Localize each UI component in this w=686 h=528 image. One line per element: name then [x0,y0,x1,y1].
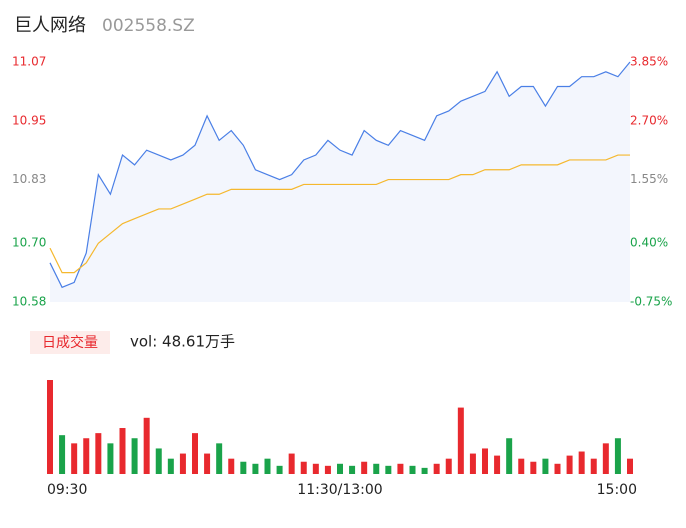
volume-bar [349,465,356,474]
volume-bar [542,458,549,474]
volume-bar [264,458,271,474]
volume-bar [421,467,428,474]
volume-bar [566,455,573,474]
price-area [50,62,630,302]
volume-bar [614,438,621,474]
volume-bar [494,455,501,474]
volume-bar [83,438,90,474]
stock-name: 巨人网络 [14,15,86,36]
volume-bar [47,380,53,474]
y-tick-label: 11.07 [12,55,46,69]
volume-bar [167,458,174,474]
volume-bar [252,463,259,474]
volume-bar [409,465,416,474]
x-tick-label: 11:30/13:00 [297,482,382,498]
volume-bar [578,451,585,474]
volume-bar [482,448,488,474]
volume-bar [469,453,476,474]
volume-bar [228,458,235,474]
volume-bar [324,465,331,474]
y2-tick-label: -0.75% [630,295,672,309]
series-line [49,154,630,274]
x-tick-label: 15:00 [597,482,637,498]
volume-bar [506,438,513,474]
series-line [49,61,631,289]
volume-bar [445,458,452,474]
volume-bar [457,407,464,474]
y-tick-label: 10.95 [12,113,46,127]
volume-bar [179,453,186,474]
volume-bar [554,463,561,474]
volume-bar [602,443,609,474]
volume-bar [107,443,114,474]
stock-code: 002558.SZ [102,16,195,36]
volume-bar [361,461,368,474]
volume-label: 日成交量 [42,334,98,351]
volume-bar [337,463,343,474]
volume-bar [300,461,307,474]
volume-bar [385,465,392,474]
volume-bar [312,463,319,474]
volume-tag [30,331,110,354]
y2-tick-label: 1.55% [630,172,668,186]
volume-bar [71,443,78,474]
y-tick-label: 10.70 [12,236,46,250]
volume-bar [95,433,102,474]
y-tick-label: 10.58 [12,295,46,309]
volume-bar [119,428,126,474]
volume-bar [143,417,150,474]
volume-bar [276,465,283,474]
volume-bar [433,463,440,474]
volume-bar [288,453,295,474]
volume-bar [155,448,162,474]
volume-bar [216,443,223,474]
volume-bar [59,435,66,474]
y2-tick-label: 0.40% [630,236,668,250]
y2-tick-label: 3.85% [630,55,668,69]
volume-summary: vol: 48.61万手 [130,333,235,351]
volume-bar [373,463,380,474]
y2-tick-label: 2.70% [630,113,668,127]
volume-bar [240,461,247,474]
volume-bar [204,453,211,474]
volume-bar [192,433,198,474]
volume-bar [131,438,138,474]
x-tick-label: 09:30 [47,482,87,498]
y-tick-label: 10.83 [12,172,46,186]
volume-bar [530,461,537,474]
volume-bar [627,458,633,474]
volume-bar [518,458,525,474]
volume-bar [590,458,597,474]
volume-bar [397,463,404,474]
